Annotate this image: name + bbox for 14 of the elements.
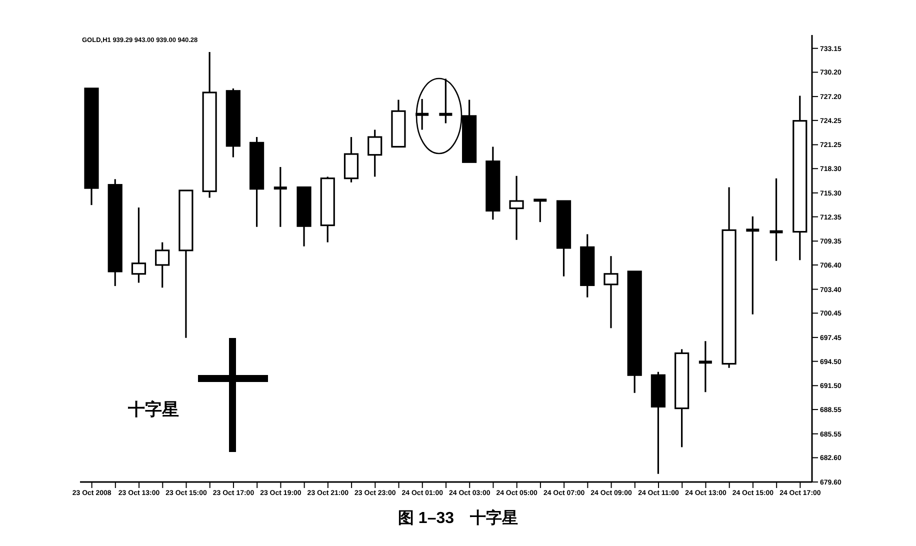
candlestick [698,340,712,393]
candlestick [155,242,170,288]
candlestick [534,198,547,223]
candlestick [274,166,287,228]
candlestick [368,128,382,178]
candlestick [770,178,783,262]
annotation: 十字星 [128,399,179,421]
candlestick [439,78,452,124]
candlestick [509,175,524,241]
candlestick [416,98,429,131]
candlestick [746,216,760,316]
candlestick [131,206,146,284]
candlestick [604,255,618,329]
text: 图 1–33 十字星 [396,508,520,529]
